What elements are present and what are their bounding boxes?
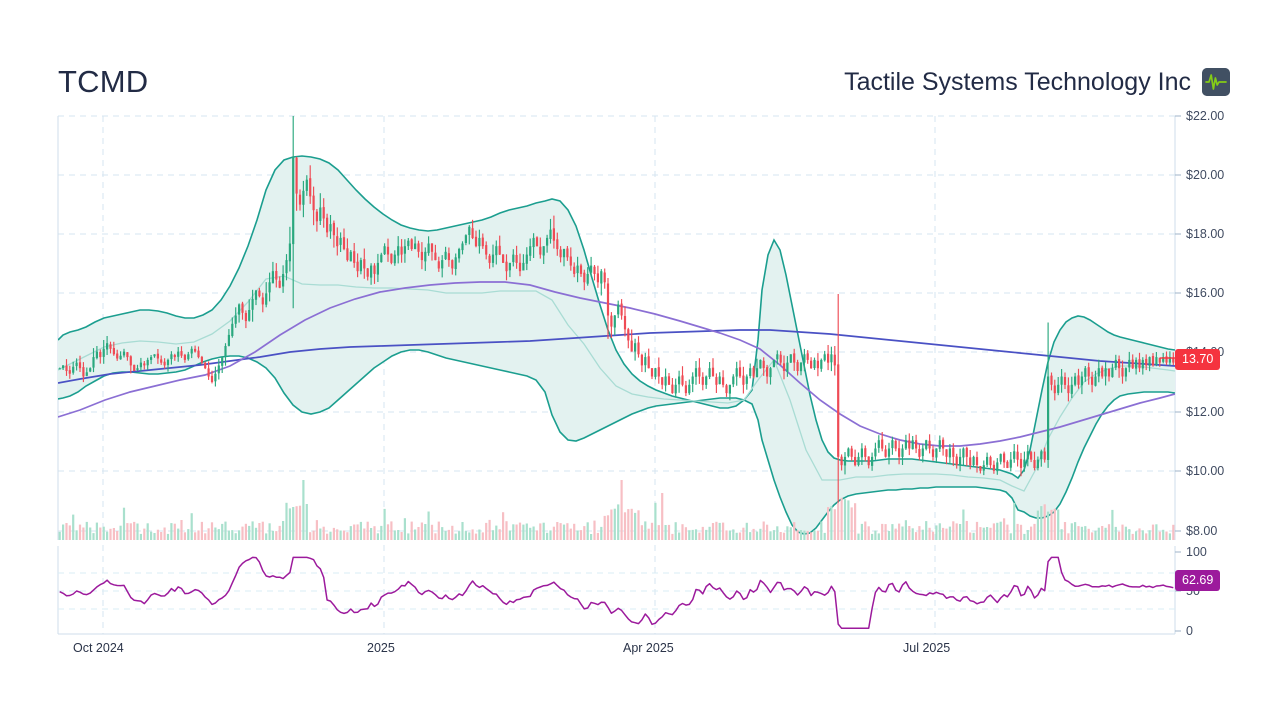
pulse-waveform-icon <box>1202 68 1230 96</box>
rsi-line <box>59 556 1174 630</box>
y-tick-20: $20.00 <box>1186 168 1225 182</box>
x-tick-2025: 2025 <box>367 641 395 655</box>
y-tick-10: $10.00 <box>1186 464 1225 478</box>
y-tick-18: $18.00 <box>1186 227 1225 241</box>
axis-ticks <box>1175 115 1181 632</box>
ticker-symbol: TCMD <box>58 64 149 99</box>
bollinger-middle-line <box>58 275 1175 492</box>
rsi-tick-100: 100 <box>1186 545 1207 559</box>
bollinger-lower-line <box>58 349 1175 535</box>
sma-short-line <box>58 281 1175 447</box>
x-tick-apr-2025: Apr 2025 <box>623 641 674 655</box>
y-tick-16: $16.00 <box>1186 286 1225 300</box>
y-tick-12: $12.00 <box>1186 405 1225 419</box>
x-tick-oct-2024: Oct 2024 <box>73 641 124 655</box>
volume-series <box>58 480 1175 540</box>
y-tick-8: $8.00 <box>1186 524 1218 538</box>
x-tick-jul-2025: Jul 2025 <box>903 641 951 655</box>
candlestick-series[interactable] <box>58 98 1175 504</box>
chart-header: TCMD Tactile Systems Technology Inc <box>0 0 1280 116</box>
company-name: Tactile Systems Technology Inc <box>844 68 1191 96</box>
panel-axis-lines <box>57 116 1176 635</box>
y-tick-22: $22.00 <box>1186 109 1225 123</box>
rsi-panel <box>58 556 1175 630</box>
last-price-badge[interactable]: 13.70 <box>1175 349 1221 370</box>
company-block: Tactile Systems Technology Inc <box>844 62 1230 102</box>
moving-averages <box>58 281 1175 447</box>
rsi-value-badge[interactable]: 62.69 <box>1175 570 1221 591</box>
rsi-tick-0: 0 <box>1186 624 1193 638</box>
